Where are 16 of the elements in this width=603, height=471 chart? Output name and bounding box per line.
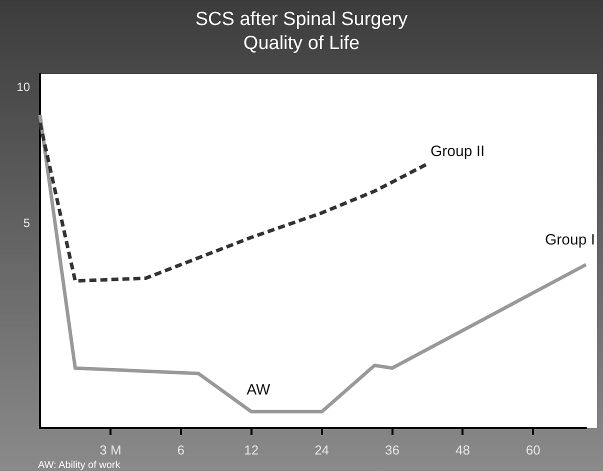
x-tick-label: 6 [177,442,185,458]
chart-subtitle: Quality of Life [243,33,360,54]
series-label: Group I [544,232,595,249]
line-series [38,121,430,283]
y-tick-label: 5 [23,216,30,230]
x-tick-label: 60 [526,442,540,458]
x-tick-label: 24 [314,442,330,458]
x-tick-label: 3 M [100,442,122,458]
text: AW: Ability of work [38,460,122,471]
chart-title: SCS after Spinal Surgery [195,9,408,30]
x-tick-label: 48 [455,442,470,458]
x-tick-label: 36 [385,442,400,458]
x-tick-label: 12 [244,442,259,458]
y-tick-label: 10 [16,80,30,94]
series-label: Group II [430,142,485,160]
annotation: AW [246,381,272,398]
